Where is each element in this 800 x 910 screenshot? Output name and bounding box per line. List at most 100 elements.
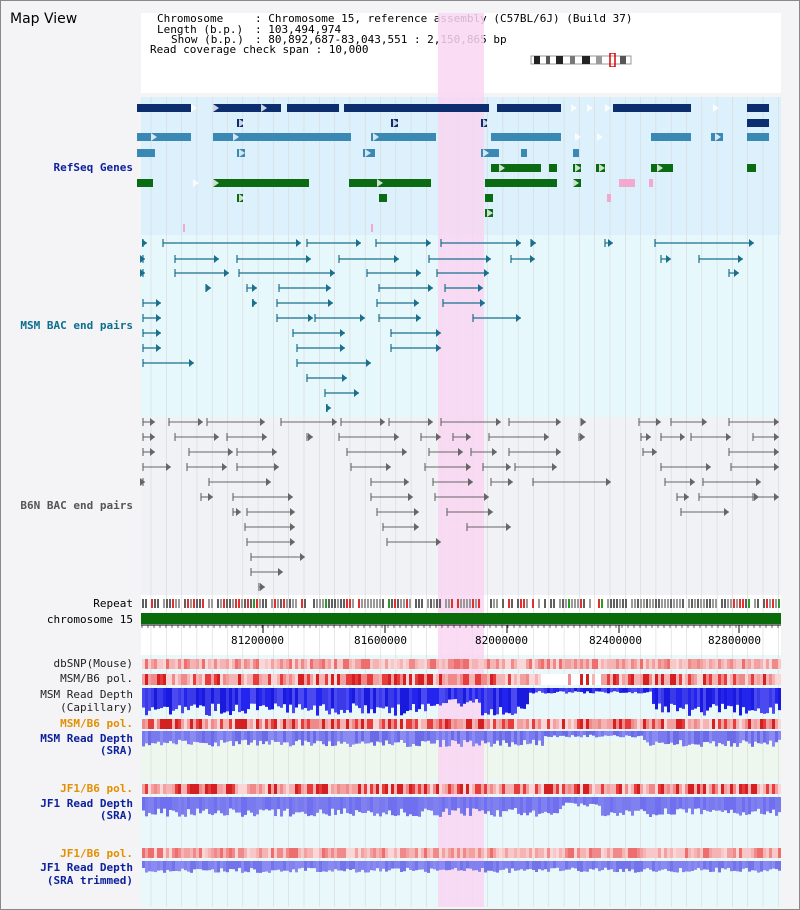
depth-bar <box>565 861 568 870</box>
repeat-block <box>778 599 780 608</box>
depth-bar <box>415 861 418 871</box>
heat-cell <box>343 659 346 669</box>
heat-cell <box>223 674 226 685</box>
heat-cell <box>607 674 610 685</box>
msm-read-depth-cap-label[interactable]: MSM Read Depth <box>40 688 133 701</box>
jf1-b6-pol-2-label[interactable]: JF1/B6 pol. <box>60 847 133 860</box>
heat-cell <box>574 659 577 669</box>
chromosome-ideogram[interactable] <box>530 53 634 67</box>
chromosome-label[interactable]: chromosome 15 <box>46 613 133 626</box>
heat-cell <box>229 674 232 685</box>
depth-bar <box>346 861 349 869</box>
msm-bac-track[interactable] <box>140 239 754 412</box>
repeat-label[interactable]: Repeat <box>93 597 133 610</box>
heat-cell <box>658 659 661 669</box>
heat-cell <box>517 719 520 729</box>
heat-cell <box>697 659 700 669</box>
depth-bar <box>505 797 508 812</box>
highlight-region[interactable] <box>438 13 484 907</box>
msm-b6-pol-label[interactable]: MSM/B6 pol. <box>60 672 133 685</box>
repeat-block <box>208 599 210 608</box>
heat-cell <box>469 848 472 858</box>
gene-feature <box>485 194 493 202</box>
heat-cell <box>559 719 562 729</box>
heat-cell <box>178 848 181 858</box>
depth-bar <box>487 861 490 871</box>
heat-cell <box>766 848 769 858</box>
jf1-b6-pol-label[interactable]: JF1/B6 pol. <box>60 782 133 795</box>
depth-bar <box>754 731 757 742</box>
heat-cell <box>442 659 445 669</box>
depth-bar <box>628 731 631 737</box>
heat-cell <box>406 719 409 729</box>
heat-cell <box>559 674 562 685</box>
depth-bar <box>592 861 595 870</box>
heat-cell <box>598 784 601 794</box>
depth-bar <box>277 688 280 707</box>
repeat-block <box>262 599 264 608</box>
heat-cell <box>382 719 385 729</box>
bac-end-pair <box>388 418 433 426</box>
heat-cell <box>181 674 184 685</box>
depth-bar <box>211 861 214 870</box>
depth-bar <box>223 797 226 816</box>
depth-bar <box>499 731 502 746</box>
depth-bar <box>658 797 661 815</box>
heat-cell <box>439 674 442 685</box>
depth-bar <box>412 797 415 816</box>
heat-cell <box>259 848 262 858</box>
repeat-block <box>574 599 576 608</box>
b6n-bac-track[interactable] <box>140 418 779 591</box>
b6n-bac-label[interactable]: B6N BAC end pairs <box>20 499 133 512</box>
heat-cell <box>349 674 352 685</box>
msm-bac-label[interactable]: MSM BAC end pairs <box>20 319 133 332</box>
depth-bar <box>298 797 301 813</box>
heat-cell <box>703 674 706 685</box>
depth-bar <box>697 797 700 809</box>
heat-cell <box>508 848 511 858</box>
heat-cell <box>415 719 418 729</box>
repeat-block <box>520 599 522 608</box>
depth-bar <box>601 797 604 816</box>
jf1-read-depth-trim-label[interactable]: JF1 Read Depth <box>40 861 133 874</box>
bac-end <box>300 553 305 561</box>
repeat-block <box>400 599 402 608</box>
depth-bar <box>244 688 247 714</box>
heat-cell <box>688 719 691 729</box>
depth-bar <box>424 688 427 712</box>
depth-bar <box>235 731 238 742</box>
depth-bar <box>268 861 271 873</box>
heat-cell <box>298 719 301 729</box>
depth-bar <box>469 731 472 741</box>
dbsnp-label[interactable]: dbSNP(Mouse) <box>53 657 133 670</box>
heat-cell <box>595 674 598 685</box>
heat-cell <box>172 659 175 669</box>
depth-bar <box>433 688 436 706</box>
heat-cell <box>493 674 496 685</box>
depth-bar <box>649 797 652 817</box>
repeat-block <box>763 599 765 608</box>
depth-bar <box>301 731 304 746</box>
heat-cell <box>520 848 523 858</box>
refseq-genes-track[interactable] <box>137 104 769 232</box>
msm-b6-pol-2-label[interactable]: MSM/B6 pol. <box>60 717 133 730</box>
depth-bar <box>217 861 220 873</box>
msm-read-depth-sra-label[interactable]: MSM Read Depth <box>40 732 133 745</box>
depth-bar <box>217 797 220 811</box>
depth-bar <box>409 731 412 747</box>
jf1-read-depth-sra-label[interactable]: JF1 Read Depth <box>40 797 133 810</box>
heat-cell <box>664 848 667 858</box>
depth-bar <box>199 731 202 743</box>
depth-bar <box>616 731 619 737</box>
heat-cell <box>445 674 448 685</box>
depth-bar <box>310 688 313 710</box>
depth-bar <box>640 797 643 810</box>
refseq-label[interactable]: RefSeq Genes <box>53 161 133 174</box>
bac-end <box>252 299 257 307</box>
depth-bar <box>379 861 382 872</box>
depth-bar <box>751 688 754 711</box>
heat-cell <box>430 784 433 794</box>
depth-bar <box>454 797 457 811</box>
heat-cell <box>358 719 361 729</box>
